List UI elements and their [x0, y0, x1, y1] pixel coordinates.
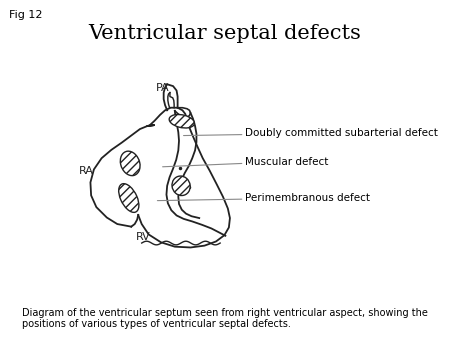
- Text: Diagram of the ventricular septum seen from right ventricular aspect, showing th: Diagram of the ventricular septum seen f…: [22, 308, 428, 329]
- Text: Doubly committed subarterial defect: Doubly committed subarterial defect: [184, 128, 437, 138]
- Ellipse shape: [120, 151, 140, 176]
- Text: RA: RA: [78, 166, 93, 176]
- Ellipse shape: [119, 184, 139, 212]
- Text: Fig 12: Fig 12: [9, 10, 42, 20]
- Ellipse shape: [169, 115, 194, 128]
- Text: PA: PA: [156, 82, 170, 93]
- Text: Muscular defect: Muscular defect: [162, 156, 328, 167]
- Text: RV: RV: [136, 232, 151, 242]
- Ellipse shape: [172, 176, 190, 195]
- Text: Ventricular septal defects: Ventricular septal defects: [89, 24, 361, 43]
- Text: Perimembranous defect: Perimembranous defect: [158, 193, 369, 203]
